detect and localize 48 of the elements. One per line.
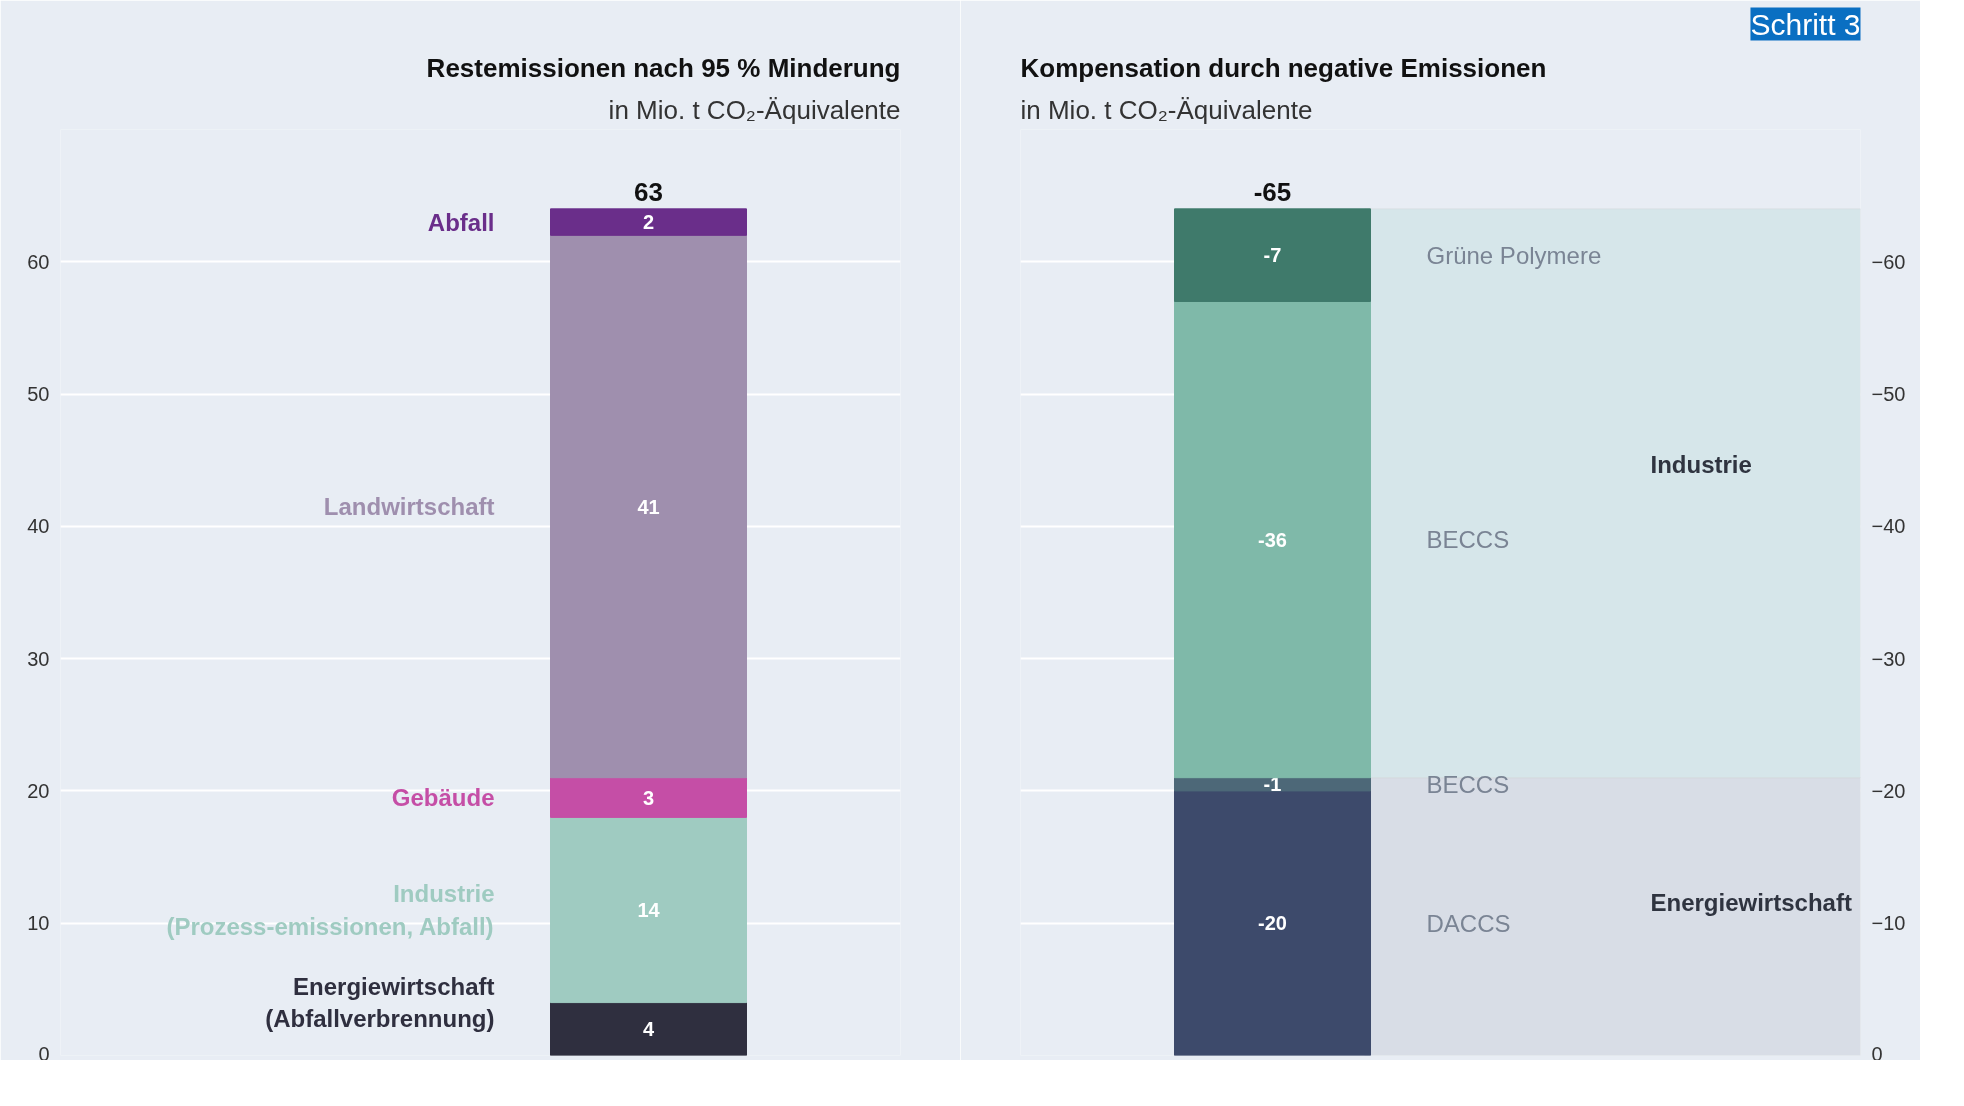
y-tick-label: −10 [1871, 912, 1906, 935]
y-tick-label: 40 [27, 515, 50, 538]
y-tick-label: 10 [27, 912, 50, 935]
text: Gebäude [391, 784, 495, 812]
data-label: -7 [1263, 244, 1282, 267]
bar [1174, 777, 1371, 792]
text: BECCS [1426, 770, 1510, 798]
chart-subtitle: in Mio. t CO₂-Äquivalente [1020, 94, 1313, 125]
bar [1174, 208, 1371, 302]
text: Abfall [427, 208, 495, 236]
text: BECCS [1426, 526, 1510, 554]
text: Schritt 3 [1750, 7, 1861, 41]
chart-subtitle: in Mio. t CO₂-Äquivalente [608, 94, 901, 125]
data-label: 3 [642, 786, 655, 809]
data-label: -1 [1263, 773, 1282, 796]
bar [550, 1002, 747, 1056]
text: Landwirtschaft [323, 493, 495, 521]
data-label: 14 [637, 898, 661, 921]
band-label: Energiewirtschaft [1650, 889, 1852, 917]
data-label: -36 [1258, 528, 1287, 551]
data-label: 4 [642, 1018, 655, 1041]
y-tick-label: 30 [27, 647, 50, 670]
y-tick-label: 0 [38, 1042, 50, 1065]
data-label: -20 [1258, 912, 1287, 935]
text: DACCS [1426, 909, 1511, 937]
y-tick-label: −20 [1871, 779, 1906, 802]
chart-title: Restemissionen nach 95 % Minderung [426, 52, 901, 83]
total-label: 63 [634, 176, 663, 207]
y-tick-label: −60 [1871, 250, 1906, 273]
bar [550, 234, 747, 779]
data-label: 2 [642, 211, 655, 234]
data-label: 41 [637, 495, 660, 518]
chart-title: Kompensation durch negative Emissionen [1020, 52, 1547, 83]
y-tick-label: −50 [1871, 383, 1906, 406]
total-label: -65 [1253, 176, 1292, 207]
y-tick-label: 60 [27, 250, 50, 273]
band-label: Industrie [1650, 451, 1752, 479]
text: Industrie (Prozess-emissionen, Abfall) [166, 880, 495, 940]
y-tick-label: 50 [27, 383, 50, 406]
text: Grüne Polymere [1426, 241, 1602, 269]
bar [550, 777, 747, 818]
y-tick-label: −40 [1871, 515, 1906, 538]
y-tick-label: −30 [1871, 647, 1906, 670]
bar [550, 208, 747, 236]
y-tick-label: 0 [1871, 1042, 1883, 1065]
text: Energiewirtschaft (Abfallverbrennung) [265, 972, 495, 1033]
bar [550, 816, 747, 1004]
y-tick-label: 20 [27, 779, 50, 802]
